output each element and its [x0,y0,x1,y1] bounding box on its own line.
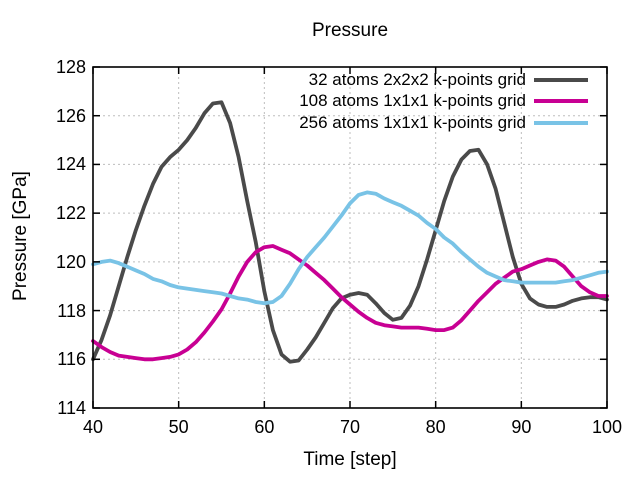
y-tick-label: 120 [55,251,86,272]
y-axis-label: Pressure [GPa] [10,171,31,301]
y-tick-label: 126 [55,105,86,126]
series-line-1 [91,244,609,362]
y-tick-label: 114 [57,398,86,418]
x-tick-label: 90 [511,417,532,437]
plot-border [92,66,608,409]
x-tick-label: 40 [82,417,104,437]
legend-label: 108 atoms 1x1x1 k-points grid [299,91,526,111]
y-tick-label: 116 [57,349,86,370]
legend-item: 32 atoms 2x2x2 k-points grid [299,69,588,91]
legend-line-sample [534,120,588,125]
y-tick-label: 124 [55,154,86,175]
legend-label: 256 atoms 1x1x1 k-points grid [299,112,526,132]
y-tick-label: 122 [55,203,86,224]
legend: 32 atoms 2x2x2 k-points grid 108 atoms 1… [299,69,588,134]
legend-label: 32 atoms 2x2x2 k-points grid [308,69,526,89]
legend-line-sample [534,99,588,104]
x-tick-label: 50 [168,417,189,437]
y-tick-label: 118 [57,300,86,321]
series-line-2 [91,190,609,306]
x-tick-label: 100 [591,417,623,437]
x-tick-label: 60 [254,417,275,437]
x-tick-label: 70 [339,417,361,437]
x-axis-label: Time [step] [303,449,397,470]
y-tick-label: 128 [55,57,86,77]
legend-item: 256 atoms 1x1x1 k-points grid [299,112,588,134]
x-tick-label: 80 [425,417,446,437]
chart-title: Pressure [311,20,389,41]
legend-line-sample [534,77,588,82]
legend-item: 108 atoms 1x1x1 k-points grid [299,91,588,113]
